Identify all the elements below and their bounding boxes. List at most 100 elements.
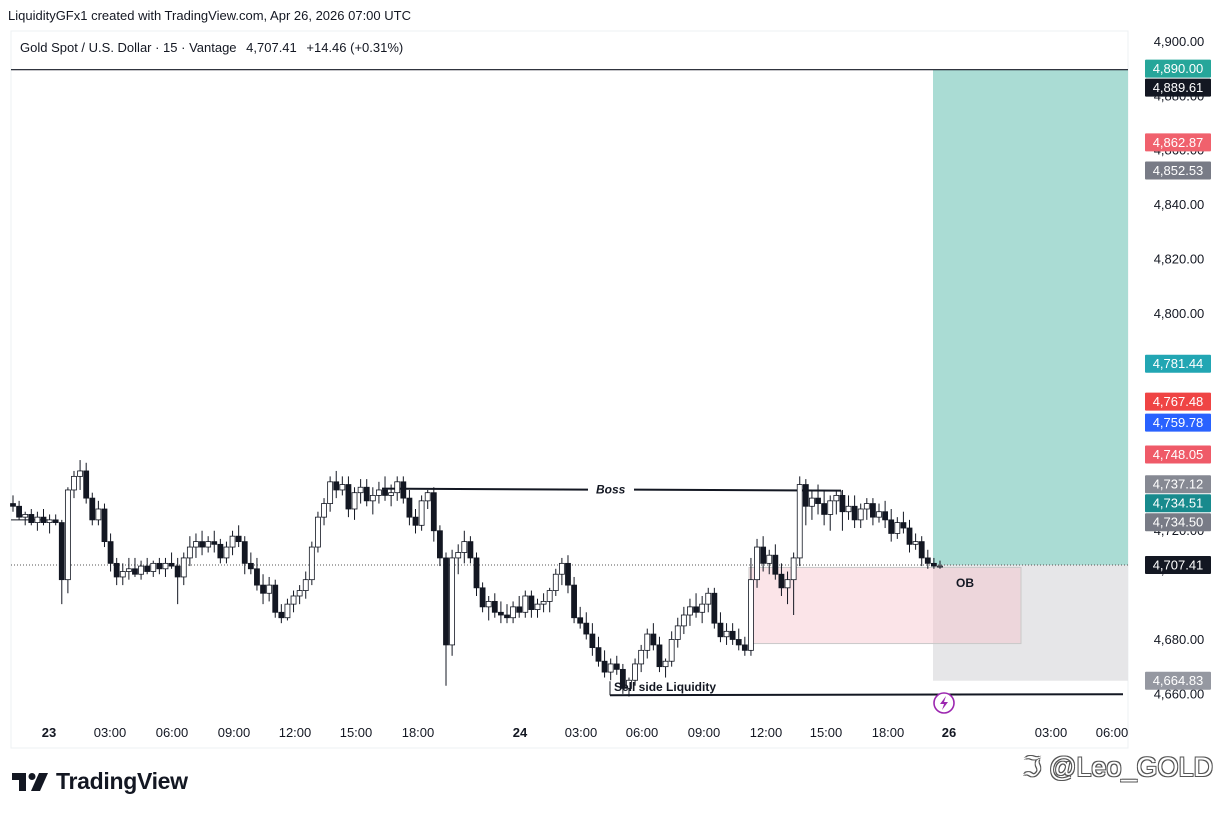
- candle[interactable]: [138, 560, 144, 580]
- price-badge[interactable]: 4,707.41: [1145, 555, 1211, 574]
- candle[interactable]: [735, 628, 742, 651]
- candle[interactable]: [101, 503, 108, 548]
- candle[interactable]: [345, 476, 352, 518]
- candle[interactable]: [180, 552, 187, 586]
- boss-label[interactable]: Boss: [596, 483, 626, 497]
- candle[interactable]: [558, 557, 565, 586]
- candle[interactable]: [186, 536, 193, 567]
- candle[interactable]: [754, 538, 760, 588]
- price-badge[interactable]: 4,734.50: [1145, 513, 1211, 532]
- candle[interactable]: [857, 503, 864, 529]
- candle[interactable]: [296, 585, 303, 605]
- candle[interactable]: [467, 536, 474, 564]
- candle[interactable]: [699, 595, 706, 624]
- price-badge[interactable]: 4,767.48: [1145, 392, 1211, 411]
- price-badge[interactable]: 4,664.83: [1145, 671, 1211, 690]
- candle[interactable]: [199, 530, 205, 556]
- candle[interactable]: [119, 563, 126, 586]
- candle[interactable]: [369, 487, 376, 515]
- candle[interactable]: [937, 560, 943, 569]
- candle[interactable]: [406, 489, 413, 526]
- candle[interactable]: [363, 479, 370, 507]
- candle[interactable]: [729, 623, 736, 645]
- candle[interactable]: [388, 484, 395, 507]
- candle[interactable]: [668, 631, 675, 667]
- candle[interactable]: [693, 593, 699, 618]
- candle[interactable]: [863, 498, 870, 520]
- candle[interactable]: [357, 479, 364, 504]
- candle[interactable]: [418, 495, 425, 531]
- candle[interactable]: [308, 541, 315, 586]
- candle[interactable]: [741, 636, 748, 656]
- candle[interactable]: [595, 636, 602, 667]
- candle[interactable]: [461, 530, 468, 564]
- candle[interactable]: [113, 557, 120, 586]
- price-badge[interactable]: 4,748.05: [1145, 445, 1211, 464]
- candle[interactable]: [247, 552, 254, 575]
- candle[interactable]: [534, 598, 541, 618]
- candle[interactable]: [64, 487, 71, 594]
- candle[interactable]: [912, 533, 919, 550]
- candle[interactable]: [894, 517, 901, 539]
- order-block-label[interactable]: OB: [956, 576, 974, 590]
- candle[interactable]: [601, 650, 608, 678]
- candle[interactable]: [705, 587, 712, 613]
- candle[interactable]: [662, 658, 669, 678]
- candle[interactable]: [632, 658, 638, 686]
- candle[interactable]: [315, 511, 321, 553]
- candle[interactable]: [772, 544, 779, 580]
- candle[interactable]: [760, 536, 767, 572]
- candle[interactable]: [22, 511, 29, 526]
- candle[interactable]: [528, 590, 535, 618]
- candle[interactable]: [382, 476, 388, 501]
- candle[interactable]: [162, 557, 169, 577]
- candle[interactable]: [565, 555, 571, 594]
- candle[interactable]: [931, 557, 937, 569]
- stop-loss-zone[interactable]: [933, 564, 1128, 681]
- candle[interactable]: [924, 549, 931, 569]
- candle[interactable]: [790, 552, 797, 616]
- candle[interactable]: [284, 598, 291, 621]
- candle[interactable]: [510, 601, 516, 624]
- take-profit-zone[interactable]: [933, 69, 1128, 565]
- candle[interactable]: [16, 500, 22, 520]
- candle[interactable]: [589, 623, 596, 656]
- candle[interactable]: [882, 500, 889, 529]
- price-badge[interactable]: 4,862.87: [1145, 133, 1211, 152]
- candle[interactable]: [443, 552, 449, 686]
- candle[interactable]: [802, 479, 809, 526]
- candle[interactable]: [650, 623, 657, 651]
- candle[interactable]: [266, 576, 273, 602]
- price-badge[interactable]: 4,889.61: [1145, 78, 1211, 97]
- candle[interactable]: [327, 476, 334, 512]
- candle[interactable]: [34, 511, 41, 531]
- candle[interactable]: [540, 593, 547, 613]
- candle[interactable]: [748, 557, 754, 656]
- price-badge[interactable]: 4,759.78: [1145, 413, 1211, 432]
- candle[interactable]: [412, 508, 419, 534]
- candle[interactable]: [89, 492, 96, 526]
- candle[interactable]: [107, 533, 114, 572]
- candle[interactable]: [644, 628, 651, 659]
- candle[interactable]: [217, 538, 224, 564]
- price-badge[interactable]: 4,852.53: [1145, 161, 1211, 180]
- candle[interactable]: [455, 544, 462, 575]
- candle[interactable]: [235, 525, 242, 548]
- candle[interactable]: [656, 636, 663, 673]
- candle[interactable]: [52, 514, 59, 526]
- candle[interactable]: [430, 487, 437, 542]
- candle[interactable]: [851, 495, 858, 529]
- candle[interactable]: [796, 476, 803, 567]
- symbol-name[interactable]: Gold Spot / U.S. Dollar · 15 · Vantage: [20, 40, 237, 55]
- candle[interactable]: [607, 658, 614, 681]
- candle[interactable]: [821, 489, 828, 526]
- candle[interactable]: [479, 582, 486, 613]
- candle[interactable]: [583, 612, 590, 640]
- candle[interactable]: [333, 470, 340, 499]
- candle[interactable]: [394, 476, 401, 501]
- candle[interactable]: [40, 508, 47, 526]
- candle[interactable]: [552, 568, 559, 596]
- candle[interactable]: [254, 557, 260, 591]
- candle[interactable]: [900, 511, 907, 534]
- candle[interactable]: [784, 571, 791, 605]
